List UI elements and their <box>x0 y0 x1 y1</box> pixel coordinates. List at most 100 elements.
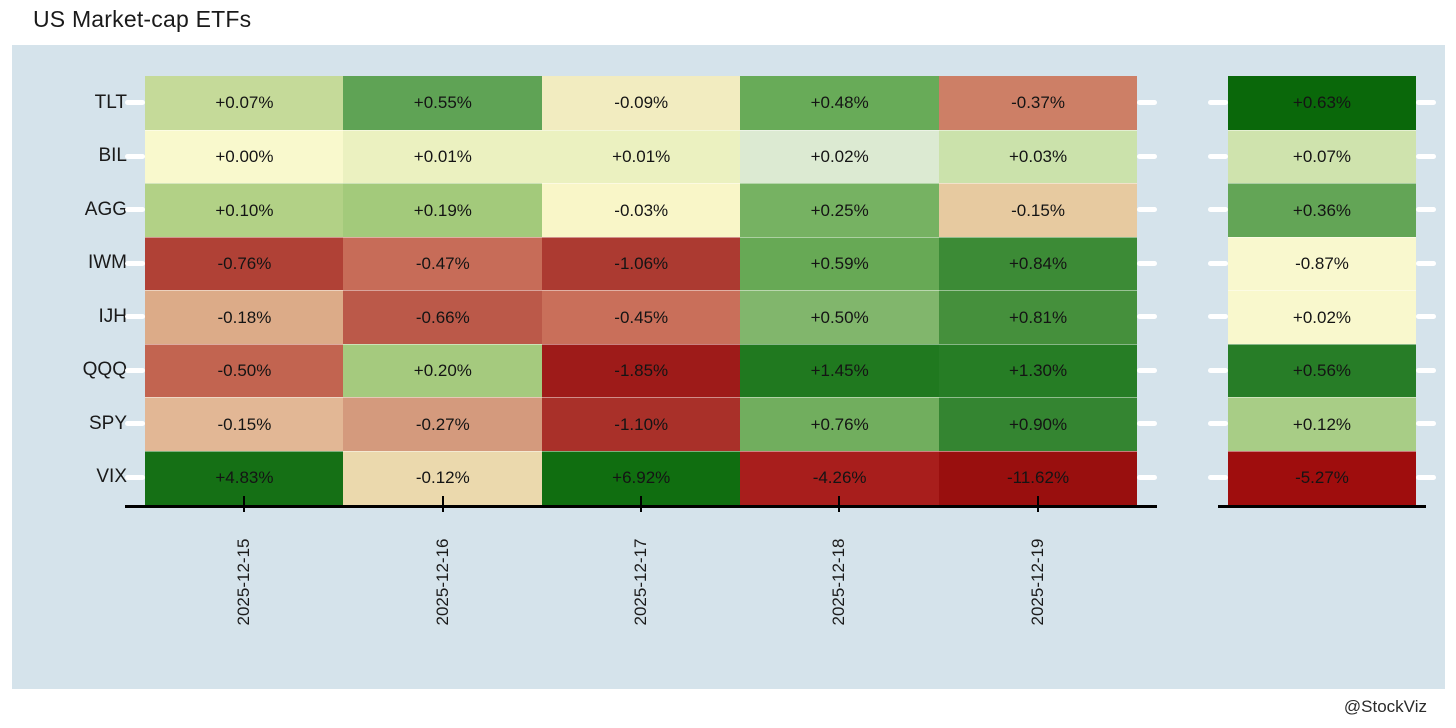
x-axis-tick <box>441 496 444 512</box>
row-label-bil: BIL <box>98 145 127 167</box>
x-tick-label-2025-12-16: 2025-12-16 <box>432 538 452 626</box>
heatmap-cell: +0.81% <box>938 290 1138 344</box>
row-tick-dash <box>1208 260 1228 266</box>
x-axis-tick <box>838 496 841 512</box>
heatmap-cell: +0.76% <box>740 397 940 451</box>
row-tick-dash <box>125 153 145 159</box>
heatmap-cell: +0.59% <box>740 236 940 291</box>
row-tick-dash <box>1416 421 1436 427</box>
heatmap-cell: -0.18% <box>145 290 344 344</box>
heatmap-cell: +1.30% <box>938 343 1138 398</box>
heatmap-cell: -0.37% <box>938 76 1138 130</box>
row-tick-dash <box>1416 153 1436 159</box>
x-tick-label-2025-12-19: 2025-12-19 <box>1027 538 1047 626</box>
heatmap-cell: -4.26% <box>740 450 940 505</box>
row-tick-dash <box>1137 421 1157 427</box>
row-tick-dash <box>1137 314 1157 320</box>
heatmap-cell: -0.76% <box>145 236 344 291</box>
row-label-qqq: QQQ <box>82 359 127 381</box>
row-tick-dash <box>1137 474 1157 480</box>
x-axis-tick <box>1036 496 1039 512</box>
summary-cell: +0.12% <box>1228 397 1416 451</box>
x-tick-label-2025-12-18: 2025-12-18 <box>829 538 849 626</box>
x-axis-tick <box>243 496 246 512</box>
row-tick-dash <box>1208 153 1228 159</box>
row-label-agg: AGG <box>84 198 127 220</box>
heatmap-cell: -1.85% <box>541 343 741 398</box>
row-label-iwm: IWM <box>87 252 127 274</box>
row-tick-dash <box>1137 100 1157 106</box>
row-tick-dash <box>1208 100 1228 106</box>
row-label-tlt: TLT <box>94 91 127 113</box>
row-tick-dash <box>125 314 145 320</box>
row-tick-dash <box>125 474 145 480</box>
heatmap-cell: -11.62% <box>938 450 1138 505</box>
row-tick-dash <box>1416 474 1436 480</box>
row-tick-dash <box>1416 100 1436 106</box>
row-tick-dash <box>1416 207 1436 213</box>
row-tick-dash <box>125 100 145 106</box>
heatmap-cell: -0.15% <box>938 183 1138 237</box>
heatmap-cell: +0.01% <box>343 129 543 184</box>
heatmap-cell: +0.02% <box>740 129 940 184</box>
row-label-spy: SPY <box>88 412 127 434</box>
row-tick-dash <box>1137 367 1157 373</box>
row-tick-dash <box>125 421 145 427</box>
heatmap-cell: +0.03% <box>938 129 1138 184</box>
x-axis-tick <box>640 496 642 512</box>
row-tick-dash <box>1208 367 1228 373</box>
row-label-ijh: IJH <box>98 305 128 327</box>
row-tick-dash <box>1416 260 1436 266</box>
heatmap-cell: +0.55% <box>343 76 543 130</box>
heatmap-cell: -0.27% <box>343 397 543 451</box>
heatmap-cell: +0.84% <box>938 236 1138 291</box>
summary-cell: +0.36% <box>1228 183 1416 237</box>
heatmap-cell: -0.03% <box>541 183 741 237</box>
row-tick-dash <box>125 260 145 266</box>
x-axis-line-summary <box>1218 505 1426 508</box>
row-tick-dash <box>1137 260 1157 266</box>
heatmap-cell: -0.66% <box>343 290 543 344</box>
row-tick-dash <box>125 367 145 373</box>
heatmap-cell: +0.01% <box>541 129 741 184</box>
heatmap-cell: -0.47% <box>343 236 543 291</box>
summary-cell: +0.56% <box>1228 343 1416 398</box>
summary-cell: -5.27% <box>1228 450 1416 505</box>
summary-cell: +0.07% <box>1228 129 1416 184</box>
heatmap-cell: +1.45% <box>740 343 940 398</box>
heatmap-cell: -1.10% <box>541 397 741 451</box>
heatmap-cell: +0.90% <box>938 397 1138 451</box>
heatmap-cell: +0.07% <box>145 76 344 130</box>
heatmap-cell: -0.12% <box>343 450 543 505</box>
row-tick-dash <box>1137 207 1157 213</box>
row-tick-dash <box>1208 421 1228 427</box>
row-tick-dash <box>1137 153 1157 159</box>
heatmap-cell: -1.06% <box>541 236 741 291</box>
x-tick-label-2025-12-15: 2025-12-15 <box>234 538 254 626</box>
row-tick-dash <box>1208 474 1228 480</box>
heatmap-cell: -0.50% <box>145 343 344 398</box>
heatmap-cell: +0.00% <box>145 129 344 184</box>
row-tick-dash <box>1208 314 1228 320</box>
heatmap-cell: +0.50% <box>740 290 940 344</box>
summary-cell: +0.63% <box>1228 76 1416 130</box>
chart-panel: TLT BIL AGG IWM IJH QQQ SPY VIX +0.07% +0.55% -0.… <box>12 45 1445 689</box>
row-tick-dash <box>1416 367 1436 373</box>
summary-cell: +0.02% <box>1228 290 1416 344</box>
heatmap-cell: -0.45% <box>541 290 741 344</box>
row-tick-dash <box>1208 207 1228 213</box>
heatmap-cell: +0.48% <box>740 76 940 130</box>
heatmap-cell: +4.83% <box>145 450 344 505</box>
heatmap-cell: -0.15% <box>145 397 344 451</box>
heatmap-cell: +0.25% <box>740 183 940 237</box>
chart-title: US Market-cap ETFs <box>33 6 252 32</box>
x-tick-label-2025-12-17: 2025-12-17 <box>631 538 650 626</box>
heatmap-cell: +0.20% <box>343 343 543 398</box>
watermark: @StockViz <box>1343 697 1427 716</box>
heatmap-cell: +6.92% <box>541 450 741 505</box>
row-tick-dash <box>1416 314 1436 320</box>
summary-cell: -0.87% <box>1228 236 1416 291</box>
row-tick-dash <box>125 207 145 213</box>
heatmap-cell: +0.10% <box>145 183 344 237</box>
